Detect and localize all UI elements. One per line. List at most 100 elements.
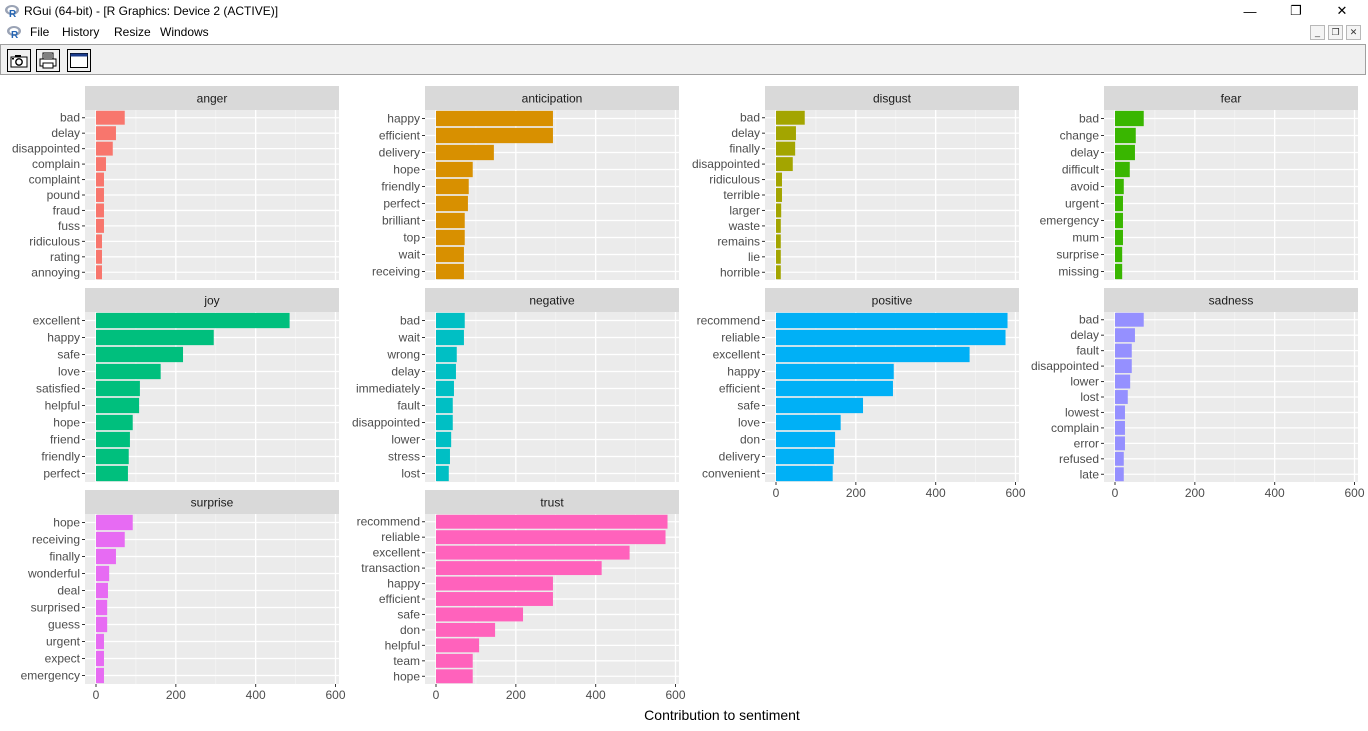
y-tick-label: efficient: [379, 592, 421, 606]
mdi-minimize-button[interactable]: _: [1310, 25, 1325, 40]
bar-disgust-lie: [776, 249, 781, 264]
bar-disgust-delay: [776, 126, 796, 141]
y-tick-label: wrong: [386, 348, 420, 362]
minimize-button[interactable]: —: [1227, 0, 1273, 22]
bar-sadness-bad: [1115, 312, 1144, 327]
y-tick-label: ridiculous: [29, 234, 80, 248]
facet-title-joy: joy: [203, 294, 219, 308]
bar-anticipation-efficient: [436, 127, 553, 144]
bar-disgust-finally: [776, 141, 796, 156]
bar-trust-recommend: [436, 514, 668, 529]
bar-surprise-emergency: [96, 667, 104, 684]
bar-sadness-lost: [1115, 390, 1128, 404]
y-tick-label: top: [403, 231, 420, 245]
bar-negative-lower: [436, 431, 452, 448]
x-tick-label: 600: [1344, 486, 1364, 500]
bar-fear-urgent: [1115, 195, 1123, 212]
y-tick-label: delay: [731, 126, 760, 140]
y-tick-label: delivery: [719, 450, 760, 464]
x-tick-label: 600: [1005, 486, 1025, 500]
y-tick-label: lower: [1070, 375, 1099, 389]
bar-negative-bad: [436, 312, 465, 329]
y-tick-label: happy: [387, 577, 420, 591]
y-tick-label: happy: [387, 112, 420, 126]
mdi-close-button[interactable]: ✕: [1346, 25, 1361, 40]
bar-anger-annoying: [96, 265, 102, 280]
bar-anticipation-brilliant: [436, 212, 465, 229]
y-tick-label: remains: [717, 234, 760, 248]
menu-history[interactable]: History: [62, 25, 100, 39]
bar-disgust-terrible: [776, 188, 782, 202]
bar-trust-team: [436, 653, 473, 668]
svg-text:R: R: [11, 30, 19, 40]
bar-joy-safe: [96, 346, 184, 363]
bar-anticipation-happy: [436, 110, 553, 127]
bar-surprise-wonderful: [96, 565, 110, 582]
y-tick-label: lower: [391, 433, 420, 447]
maximize-button[interactable]: ❐: [1273, 0, 1319, 22]
bar-disgust-bad: [776, 110, 805, 125]
bar-disgust-horrible: [776, 265, 781, 280]
menu-windows[interactable]: Windows: [160, 25, 209, 39]
y-tick-label: guess: [48, 618, 80, 632]
y-tick-label: wonderful: [27, 567, 80, 581]
y-tick-label: fraud: [53, 203, 80, 217]
mdi-restore-button[interactable]: ❐: [1328, 25, 1343, 40]
bar-sadness-lower: [1115, 374, 1131, 389]
facet-title-positive: positive: [872, 294, 913, 308]
y-tick-label: perfect: [43, 467, 80, 481]
bar-anticipation-delivery: [436, 144, 494, 161]
y-tick-label: waste: [728, 219, 761, 233]
y-tick-label: efficient: [719, 382, 761, 396]
y-tick-label: friendly: [381, 180, 420, 194]
r-menu-icon[interactable]: R: [6, 24, 22, 40]
y-tick-label: bad: [740, 111, 760, 125]
copy-metafile-button[interactable]: [7, 49, 31, 72]
y-tick-label: satisfied: [36, 382, 80, 396]
x-tick-label: 0: [433, 688, 440, 702]
y-tick-label: ridiculous: [709, 173, 760, 187]
bar-joy-friend: [96, 431, 130, 448]
bar-trust-efficient: [436, 592, 553, 606]
menu-bar: R File History Resize Windows: [0, 22, 1368, 43]
print-button[interactable]: [36, 49, 60, 72]
bar-fear-avoid: [1115, 178, 1124, 195]
menu-resize[interactable]: Resize: [114, 25, 151, 39]
facet-strip-surprise: [85, 490, 339, 514]
y-tick-label: recommend: [697, 314, 760, 328]
y-tick-label: perfect: [383, 197, 420, 211]
y-tick-label: transaction: [361, 561, 420, 575]
bar-surprise-receiving: [96, 531, 125, 548]
x-tick-label: 0: [773, 486, 780, 500]
bar-negative-delay: [436, 363, 456, 380]
y-tick-label: error: [1074, 436, 1099, 450]
bar-negative-stress: [436, 448, 450, 465]
y-tick-label: complain: [1051, 421, 1099, 435]
menu-file[interactable]: File: [30, 25, 50, 39]
y-tick-label: recommend: [357, 515, 420, 529]
bar-joy-love: [96, 363, 161, 380]
y-tick-label: don: [740, 433, 760, 447]
bar-fear-missing: [1115, 263, 1123, 280]
return-focus-button[interactable]: [67, 49, 91, 72]
bar-negative-fault: [436, 397, 453, 414]
x-axis-label: Contribution to sentiment: [644, 707, 800, 723]
y-tick-label: wait: [398, 331, 421, 345]
x-tick-label: 600: [665, 688, 685, 702]
panel-background-negative: [425, 312, 679, 482]
facet-title-negative: negative: [529, 294, 575, 308]
y-tick-label: love: [58, 365, 80, 379]
bar-surprise-finally: [96, 548, 116, 565]
bar-positive-delivery: [776, 448, 834, 465]
close-button[interactable]: ✕: [1319, 0, 1365, 22]
bar-trust-safe: [436, 607, 524, 622]
y-tick-label: delay: [51, 126, 80, 140]
panel-background-fear: [1104, 110, 1358, 280]
bar-anger-ridiculous: [96, 234, 102, 249]
bar-positive-convenient: [776, 465, 833, 482]
y-tick-label: avoid: [1070, 180, 1099, 194]
bar-joy-satisfied: [96, 380, 140, 397]
x-tick-label: 200: [846, 486, 866, 500]
mdi-close-icon: ✕: [1349, 27, 1358, 37]
facet-title-anticipation: anticipation: [522, 92, 583, 106]
